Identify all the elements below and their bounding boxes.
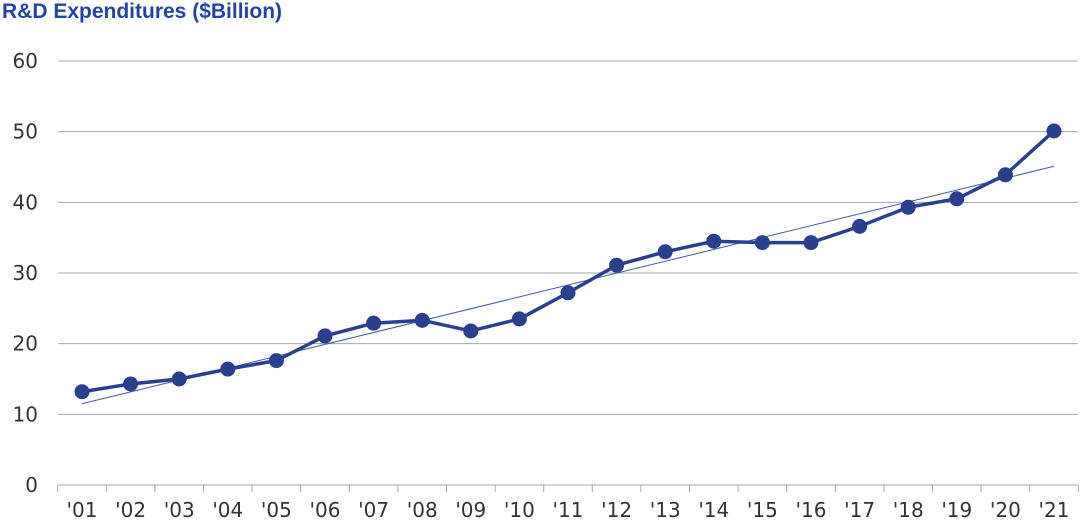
x-tick-label: '18 [893, 498, 924, 522]
x-tick-label: '01 [67, 498, 98, 522]
data-point [803, 235, 819, 251]
y-tick-label: 60 [13, 49, 38, 73]
x-tick-label: '16 [796, 498, 827, 522]
x-tick-label: '05 [261, 498, 292, 522]
data-point [609, 257, 625, 273]
data-point [463, 323, 479, 339]
y-tick-label: 10 [13, 402, 38, 426]
data-point [706, 233, 722, 249]
x-tick-label: '10 [504, 498, 535, 522]
gridlines [58, 60, 1078, 415]
y-tick-label: 0 [25, 473, 38, 497]
x-tick-label: '12 [601, 498, 632, 522]
series-group [81, 129, 1056, 394]
data-point [1046, 123, 1062, 139]
data-point [560, 285, 576, 301]
x-tick-label: '15 [747, 498, 778, 522]
x-axis: '01 '02 '03 '04 '05 '06 '07 '08 '09 '10 '11 '12 '13 '… [57, 484, 1079, 522]
x-tick-label: '19 [941, 498, 972, 522]
data-point [366, 315, 382, 331]
markers-group [74, 123, 1062, 400]
x-tick-label: '07 [358, 498, 389, 522]
data-point [171, 371, 187, 387]
y-tick-label: 40 [13, 190, 38, 214]
x-tick-label: '03 [164, 498, 195, 522]
trendline [81, 165, 1055, 405]
data-point [754, 235, 770, 251]
y-axis: 0 10 20 30 40 50 60 [13, 49, 38, 497]
data-point [317, 328, 333, 344]
data-point [268, 353, 284, 369]
x-tick-label: '09 [455, 498, 486, 522]
data-point [511, 311, 527, 327]
trendline-group [81, 165, 1055, 405]
x-tick-label: '21 [1039, 498, 1070, 522]
x-tick-label: '13 [650, 498, 681, 522]
data-point [123, 376, 139, 392]
data-point [657, 244, 673, 260]
data-point [997, 167, 1013, 183]
data-point [900, 199, 916, 215]
x-tick-label: '06 [310, 498, 341, 522]
data-point [852, 218, 868, 234]
x-tick-label: '04 [212, 498, 243, 522]
y-tick-label: 50 [13, 120, 38, 144]
x-tick-label: '11 [553, 498, 584, 522]
data-point [74, 384, 90, 400]
data-point [414, 312, 430, 328]
x-tick-label: '08 [407, 498, 438, 522]
x-tick-label: '17 [844, 498, 875, 522]
data-point [949, 191, 965, 207]
x-tick-label: '02 [115, 498, 146, 522]
chart-title: R&D Expenditures ($Billion) [2, 0, 283, 23]
series-line [81, 129, 1056, 394]
x-tick-label: '20 [990, 498, 1021, 522]
y-tick-label: 20 [13, 332, 38, 356]
x-tick-label: '14 [698, 498, 729, 522]
y-tick-label: 30 [13, 261, 38, 285]
data-point [220, 361, 236, 377]
